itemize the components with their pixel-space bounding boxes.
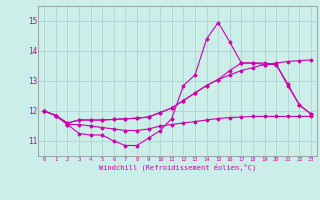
X-axis label: Windchill (Refroidissement éolien,°C): Windchill (Refroidissement éolien,°C) xyxy=(99,164,256,171)
